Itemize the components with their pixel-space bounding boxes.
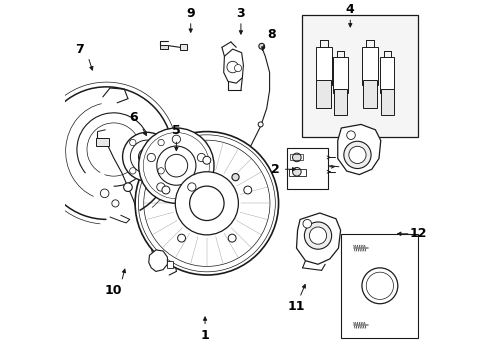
Circle shape <box>162 186 169 194</box>
Circle shape <box>189 186 224 221</box>
Text: 12: 12 <box>409 227 427 240</box>
Circle shape <box>129 168 136 174</box>
Text: 10: 10 <box>104 284 122 297</box>
Bar <box>301 15 418 137</box>
Circle shape <box>244 186 251 194</box>
Bar <box>315 46 331 85</box>
Circle shape <box>303 220 311 228</box>
Circle shape <box>135 132 278 275</box>
Bar <box>341 234 418 338</box>
Bar <box>180 44 187 50</box>
Polygon shape <box>296 213 340 264</box>
Circle shape <box>304 222 331 249</box>
Circle shape <box>177 234 185 242</box>
Circle shape <box>172 135 180 143</box>
Circle shape <box>361 268 397 304</box>
Bar <box>286 148 327 189</box>
Circle shape <box>139 128 214 203</box>
Circle shape <box>157 183 164 191</box>
Text: 2: 2 <box>270 163 279 176</box>
Text: 11: 11 <box>287 300 305 313</box>
Circle shape <box>157 146 196 185</box>
Bar <box>160 45 168 49</box>
Circle shape <box>187 183 196 191</box>
Bar <box>362 46 378 85</box>
Text: 6: 6 <box>129 112 137 125</box>
Circle shape <box>228 234 236 242</box>
Circle shape <box>292 153 301 162</box>
Bar <box>166 261 173 268</box>
Circle shape <box>346 131 355 139</box>
Polygon shape <box>148 250 167 271</box>
Circle shape <box>158 139 164 146</box>
Circle shape <box>231 174 239 181</box>
Circle shape <box>138 148 155 165</box>
Text: 3: 3 <box>236 7 244 20</box>
Bar <box>380 89 393 116</box>
Polygon shape <box>337 125 380 175</box>
Text: 8: 8 <box>266 28 275 41</box>
Text: 4: 4 <box>345 3 354 16</box>
Bar <box>379 57 394 94</box>
Text: 7: 7 <box>75 42 84 55</box>
Circle shape <box>309 227 326 244</box>
Circle shape <box>348 146 366 163</box>
Circle shape <box>122 132 171 181</box>
Bar <box>333 89 346 116</box>
Circle shape <box>203 156 210 164</box>
Circle shape <box>112 200 119 207</box>
Circle shape <box>226 61 238 73</box>
Circle shape <box>147 153 155 162</box>
Text: 5: 5 <box>172 124 181 137</box>
Circle shape <box>129 139 136 146</box>
Bar <box>288 169 305 176</box>
Polygon shape <box>223 49 243 83</box>
Circle shape <box>123 183 132 192</box>
Bar <box>333 57 347 94</box>
Bar <box>362 80 377 108</box>
Circle shape <box>292 167 301 176</box>
Bar <box>96 138 109 146</box>
Bar <box>290 154 303 159</box>
Circle shape <box>165 154 187 177</box>
Circle shape <box>175 172 238 235</box>
Text: 1: 1 <box>200 329 209 342</box>
Circle shape <box>343 141 370 168</box>
Circle shape <box>158 168 164 174</box>
Circle shape <box>100 189 109 198</box>
Circle shape <box>258 122 263 127</box>
Circle shape <box>197 153 205 162</box>
Bar <box>316 80 330 108</box>
Text: 9: 9 <box>186 7 195 20</box>
Circle shape <box>234 64 241 72</box>
Circle shape <box>130 140 163 173</box>
Circle shape <box>258 43 264 49</box>
